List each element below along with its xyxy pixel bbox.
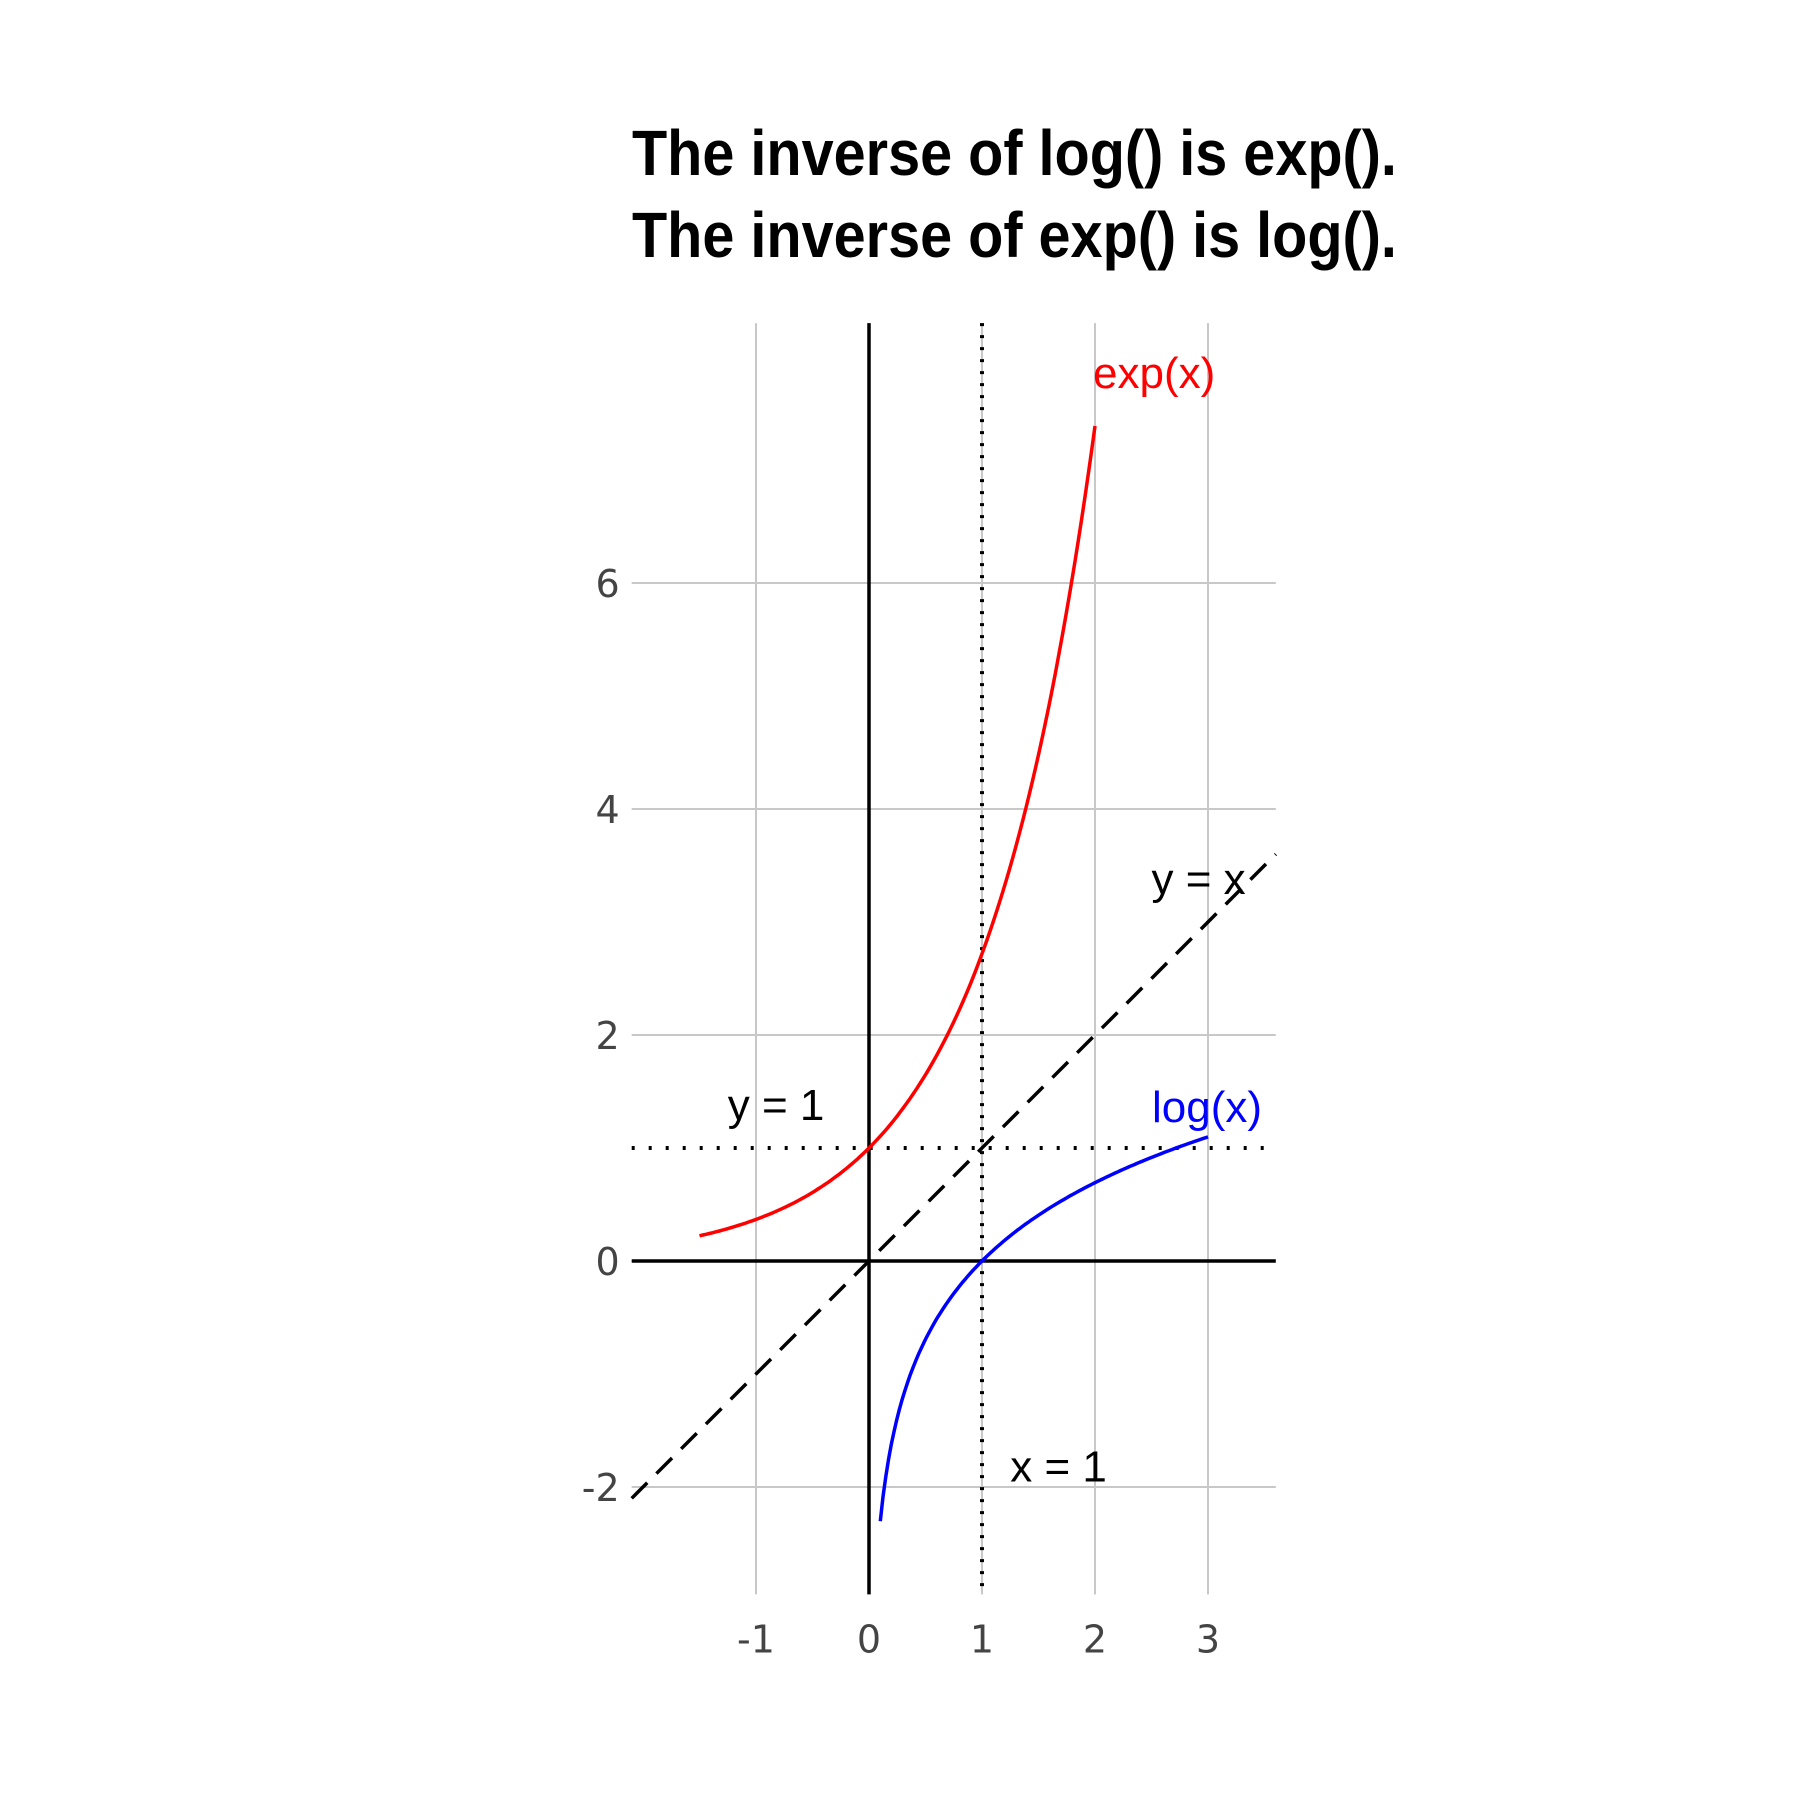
zero-axes — [631, 323, 1276, 1595]
grid-lines — [631, 323, 1276, 1595]
reference-lines — [630, 323, 1278, 1595]
chart-title-line-2: The inverse of exp() is log(). — [632, 199, 1397, 271]
y-equals-1-label: y = 1 — [728, 1081, 825, 1130]
reference-line-y-equals-x — [630, 852, 1278, 1500]
y-tick-label: 2 — [596, 1014, 620, 1058]
y-equals-x-label: y = x — [1152, 855, 1246, 904]
chart-title: The inverse of log() is exp(). The inver… — [632, 112, 1397, 276]
exp-label: exp(x) — [1093, 349, 1215, 398]
y-tick-label: 4 — [596, 788, 620, 832]
log-label: log(x) — [1152, 1083, 1262, 1132]
annotation-labels: exp(x) log(x) y = x y = 1 x = 1 — [728, 349, 1262, 1491]
x-tick-label: 2 — [1083, 1617, 1107, 1661]
x-tick-label: 0 — [857, 1617, 881, 1661]
y-tick-label: 0 — [596, 1240, 620, 1284]
chart-title-line-1: The inverse of log() is exp(). — [632, 117, 1397, 189]
x-tick-label: -1 — [737, 1617, 775, 1661]
x-tick-label: 1 — [970, 1617, 994, 1661]
tick-labels: -1 0 1 2 3 -2 0 2 4 6 — [582, 562, 1220, 1661]
y-tick-label: 6 — [596, 562, 620, 606]
x-tick-label: 3 — [1196, 1617, 1220, 1661]
x-equals-1-label: x = 1 — [1010, 1442, 1107, 1491]
exp-curve — [699, 425, 1097, 1238]
log-curve — [878, 1135, 1209, 1522]
series-lines — [699, 425, 1209, 1522]
y-tick-label: -2 — [582, 1466, 620, 1510]
